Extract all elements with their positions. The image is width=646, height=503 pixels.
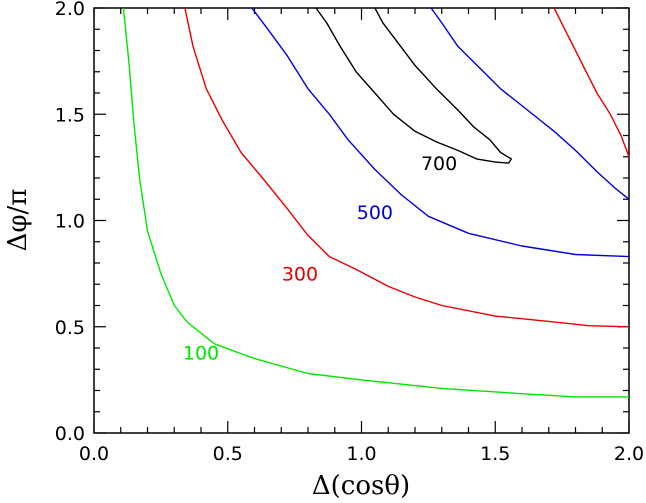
contour-line bbox=[430, 7, 630, 200]
contour-label: 500 bbox=[357, 202, 393, 224]
axis-ticks bbox=[93, 7, 630, 434]
contour-line-300 bbox=[184, 7, 630, 328]
contour-line-700 bbox=[315, 7, 512, 164]
x-tick-label: 0.0 bbox=[79, 443, 109, 465]
x-axis-title: Δ(cosθ) bbox=[312, 471, 410, 501]
tick-labels: 0.0 0.5 1.0 1.5 2.0 0.0 0.5 1.0 1.5 2.0 bbox=[55, 0, 644, 465]
x-tick-label: 0.5 bbox=[213, 443, 243, 465]
contour-curves bbox=[122, 7, 630, 398]
y-tick-label: 0.0 bbox=[55, 423, 85, 445]
contour-label: 700 bbox=[421, 153, 457, 175]
contour-line-100 bbox=[122, 7, 629, 398]
contour-label: 300 bbox=[282, 264, 318, 286]
y-axis-title: Δφ/π bbox=[3, 189, 33, 252]
x-tick-label: 2.0 bbox=[614, 443, 644, 465]
contour-line-500 bbox=[251, 7, 630, 258]
x-tick-label: 1.0 bbox=[346, 443, 376, 465]
contour-line bbox=[553, 7, 630, 158]
y-tick-label: 1.5 bbox=[55, 104, 85, 126]
contour-label: 100 bbox=[183, 342, 219, 364]
y-tick-label: 1.0 bbox=[55, 211, 85, 233]
y-tick-label: 0.5 bbox=[55, 317, 85, 339]
contour-labels: 100 300 500 700 bbox=[183, 153, 457, 364]
y-tick-label: 2.0 bbox=[55, 0, 85, 20]
x-tick-label: 1.5 bbox=[480, 443, 510, 465]
